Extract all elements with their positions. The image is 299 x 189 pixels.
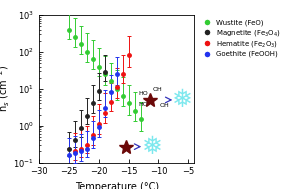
- Text: ❅: ❅: [171, 88, 192, 112]
- Legend: Wustite (FeO), Magnetite (Fe$_3$O$_4$), Hematite (Fe$_2$O$_3$), Goethite (FeOOH): Wustite (FeO), Magnetite (Fe$_3$O$_4$), …: [199, 19, 282, 58]
- Text: HO: HO: [139, 102, 148, 107]
- Text: OH: OH: [160, 103, 169, 108]
- Text: OH: OH: [152, 87, 162, 92]
- Text: HO: HO: [139, 91, 148, 96]
- X-axis label: Temperature (°C): Temperature (°C): [74, 182, 159, 189]
- Y-axis label: n$_s$ (cm$^{-2}$): n$_s$ (cm$^{-2}$): [0, 65, 12, 112]
- Text: ❅: ❅: [141, 135, 162, 159]
